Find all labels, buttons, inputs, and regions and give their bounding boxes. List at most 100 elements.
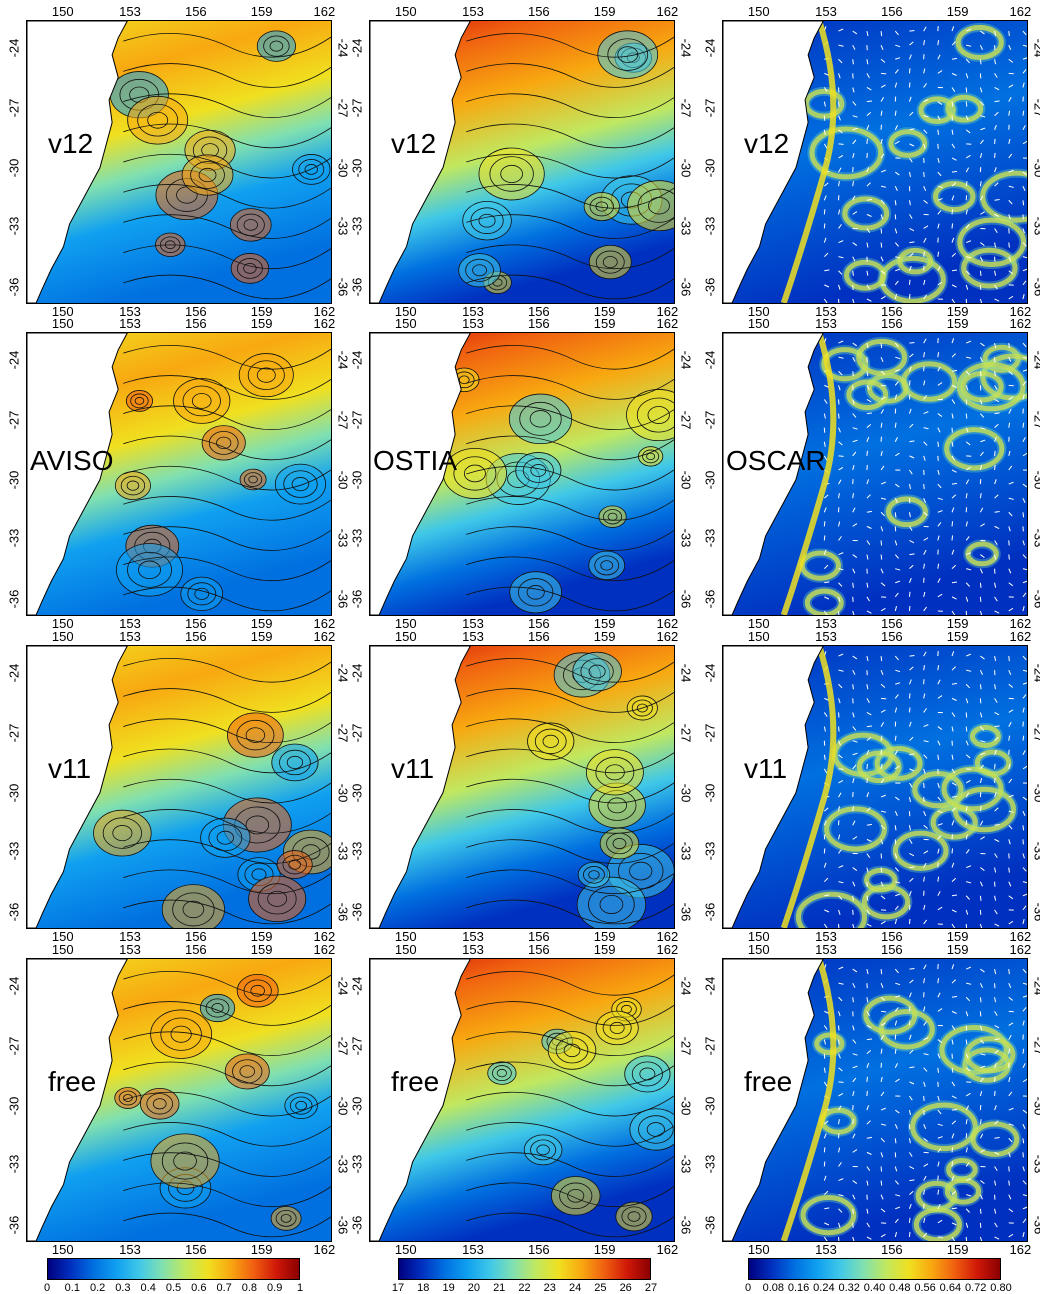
colorbar (47, 1258, 300, 1280)
lon-tick-top: 150 (395, 317, 417, 330)
panel-label: v11 (48, 755, 91, 783)
lat-tick-left: -27 (8, 724, 21, 743)
lat-tick-left: -27 (704, 724, 717, 743)
lon-tick-top: 162 (656, 5, 678, 18)
lat-tick-right: -36 (680, 278, 693, 297)
lat-tick-right: -24 (337, 664, 350, 683)
colorbar-tick: 0 (44, 1282, 50, 1294)
lat-tick-left: -36 (704, 1216, 717, 1235)
lon-tick-bottom: 150 (52, 1243, 74, 1256)
colorbar-tick: 23 (544, 1282, 556, 1294)
colorbar-tick: 26 (620, 1282, 632, 1294)
lat-tick-right: -27 (337, 411, 350, 430)
lat-tick-left: -24 (8, 39, 21, 58)
lat-tick-left: -33 (8, 1154, 21, 1173)
map-panel (26, 958, 332, 1242)
lat-tick-left: -27 (351, 724, 364, 743)
colorbar-tick: 0.4 (141, 1282, 156, 1294)
lat-tick-left: -24 (351, 664, 364, 683)
colorbar-tick: 0.6 (191, 1282, 206, 1294)
lat-tick-right: -36 (337, 590, 350, 609)
lat-tick-right: -36 (337, 1216, 350, 1235)
lon-tick-bottom: 162 (313, 1243, 335, 1256)
lat-tick-right: -27 (337, 99, 350, 118)
lat-tick-right: -36 (680, 590, 693, 609)
panel-label: OSCAR (726, 447, 826, 475)
map-panel (369, 645, 675, 929)
lat-tick-right: -24 (337, 351, 350, 370)
map-plot (370, 21, 674, 303)
lat-tick-right: -30 (680, 783, 693, 802)
map-plot (723, 21, 1027, 303)
lon-tick-bottom: 156 (185, 1243, 207, 1256)
lat-tick-left: -36 (8, 590, 21, 609)
lon-tick-top: 162 (656, 317, 678, 330)
lat-tick-left: -30 (351, 470, 364, 489)
lat-tick-right: -30 (680, 470, 693, 489)
map-plot (27, 646, 331, 928)
lat-tick-right: -36 (1033, 278, 1040, 297)
map-plot (723, 959, 1027, 1241)
lat-tick-left: -30 (351, 1096, 364, 1115)
lon-tick-top: 159 (947, 943, 969, 956)
lat-tick-right: -33 (680, 528, 693, 547)
lon-tick-top: 159 (251, 630, 273, 643)
lon-tick-top: 156 (881, 943, 903, 956)
lat-tick-right: -24 (680, 664, 693, 683)
lon-tick-bottom: 153 (462, 1243, 484, 1256)
lat-tick-right: -30 (1033, 470, 1040, 489)
panel-label: v11 (744, 755, 787, 783)
lon-tick-top: 150 (748, 317, 770, 330)
lon-tick-top: 162 (1009, 630, 1031, 643)
lat-tick-left: -24 (351, 351, 364, 370)
lat-tick-left: -27 (8, 99, 21, 118)
lon-tick-top: 153 (462, 5, 484, 18)
lat-tick-right: -24 (1033, 977, 1040, 996)
lon-tick-bottom: 159 (251, 1243, 273, 1256)
lat-tick-left: -33 (704, 841, 717, 860)
lat-tick-left: -24 (704, 39, 717, 58)
panel-label: v11 (391, 755, 434, 783)
map-plot (370, 959, 674, 1241)
lat-tick-left: -33 (351, 216, 364, 235)
lon-tick-top: 150 (52, 943, 74, 956)
lat-tick-right: -36 (1033, 903, 1040, 922)
lat-tick-right: -36 (680, 1216, 693, 1235)
lat-tick-right: -27 (1033, 99, 1040, 118)
lat-tick-right: -27 (1033, 411, 1040, 430)
lat-tick-right: -36 (337, 278, 350, 297)
lat-tick-left: -27 (351, 99, 364, 118)
colorbar-tick: 0.1 (65, 1282, 80, 1294)
lat-tick-left: -27 (351, 1037, 364, 1056)
lat-tick-left: -27 (8, 1037, 21, 1056)
lon-tick-bottom: 159 (947, 1243, 969, 1256)
lon-tick-bottom: 153 (119, 1243, 141, 1256)
colorbar-tick: 0.40 (864, 1282, 885, 1294)
map-panel (722, 958, 1028, 1242)
lat-tick-left: -24 (351, 977, 364, 996)
panel-label: AVISO (30, 447, 114, 475)
lat-tick-right: -30 (337, 783, 350, 802)
lat-tick-right: -24 (680, 977, 693, 996)
lat-tick-left: -24 (8, 977, 21, 996)
lat-tick-left: -33 (704, 528, 717, 547)
lon-tick-bottom: 150 (395, 1243, 417, 1256)
lon-tick-top: 156 (528, 943, 550, 956)
lat-tick-right: -30 (1033, 158, 1040, 177)
lon-tick-top: 150 (395, 943, 417, 956)
lat-tick-left: -33 (351, 528, 364, 547)
lon-tick-bottom: 153 (815, 1243, 837, 1256)
lat-tick-left: -33 (704, 216, 717, 235)
lat-tick-right: -24 (1033, 664, 1040, 683)
lon-tick-top: 153 (119, 5, 141, 18)
lat-tick-right: -30 (337, 470, 350, 489)
colorbar-tick: 0.24 (813, 1282, 834, 1294)
colorbar-tick: 0.32 (838, 1282, 859, 1294)
map-panel (722, 20, 1028, 304)
lat-tick-right: -24 (1033, 351, 1040, 370)
lon-tick-top: 150 (748, 5, 770, 18)
lat-tick-left: -30 (351, 158, 364, 177)
lat-tick-left: -30 (704, 1096, 717, 1115)
lat-tick-right: -33 (1033, 216, 1040, 235)
lon-tick-top: 159 (251, 5, 273, 18)
